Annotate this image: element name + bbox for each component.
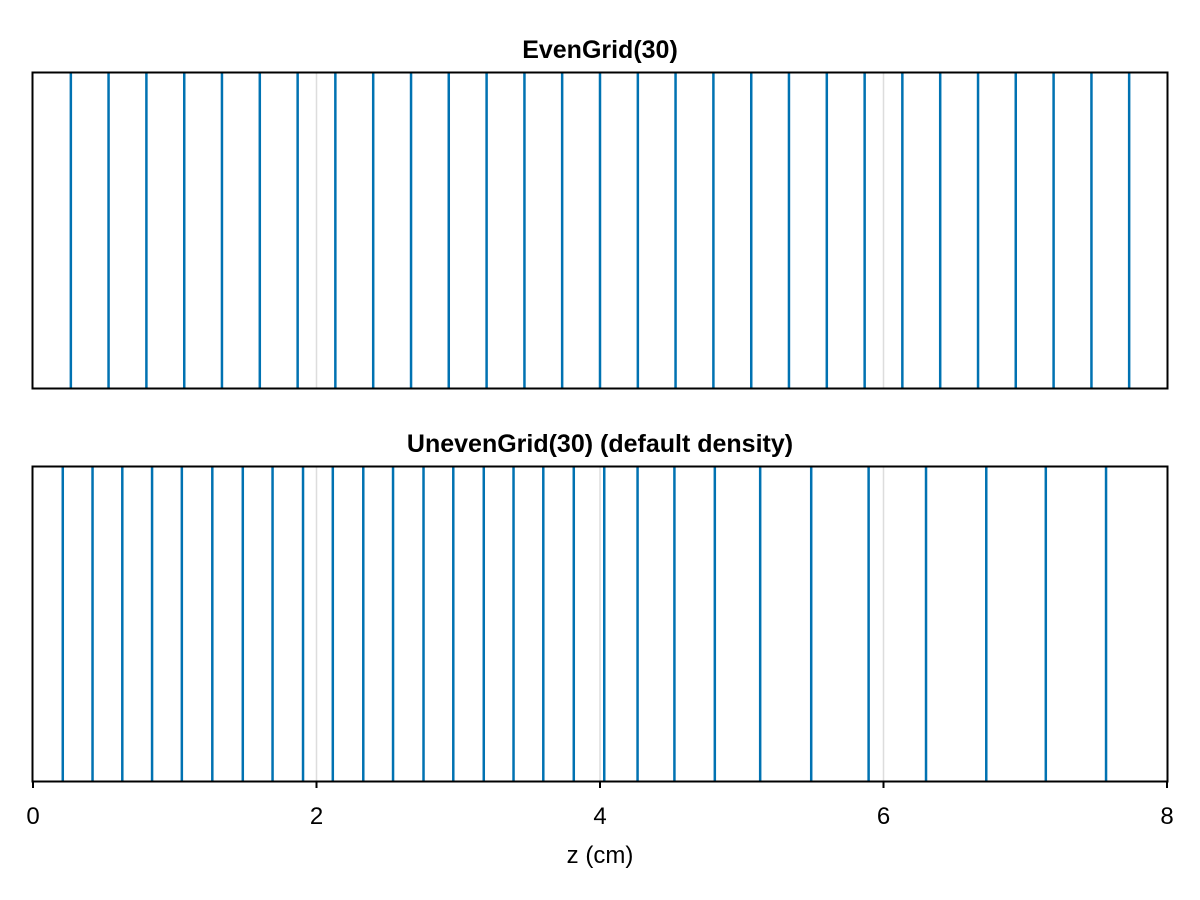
x-axis-label: z (cm) [567, 842, 634, 869]
even-grid-lines [69, 72, 1131, 388]
x-tick-label: 6 [877, 803, 890, 830]
x-tick-label: 2 [310, 803, 323, 830]
even-grid-panel: EvenGrid(30) [31, 36, 1169, 390]
x-tick-label: 0 [26, 803, 39, 830]
uneven-grid-lines [61, 466, 1108, 781]
uneven-grid-gridlines [315, 466, 885, 781]
even-grid-title: EvenGrid(30) [522, 36, 678, 64]
uneven-grid-panel: UnevenGrid(30) (default density) 0 2 4 6 8 z… [26, 430, 1173, 869]
x-axis-ticks: 0 2 4 6 8 [26, 782, 1174, 830]
x-tick-label: 4 [593, 803, 606, 830]
uneven-grid-title: UnevenGrid(30) (default density) [407, 430, 793, 458]
x-tick-label: 8 [1160, 803, 1173, 830]
even-grid-frame [31, 71, 1169, 390]
uneven-grid-frame [31, 465, 1169, 783]
